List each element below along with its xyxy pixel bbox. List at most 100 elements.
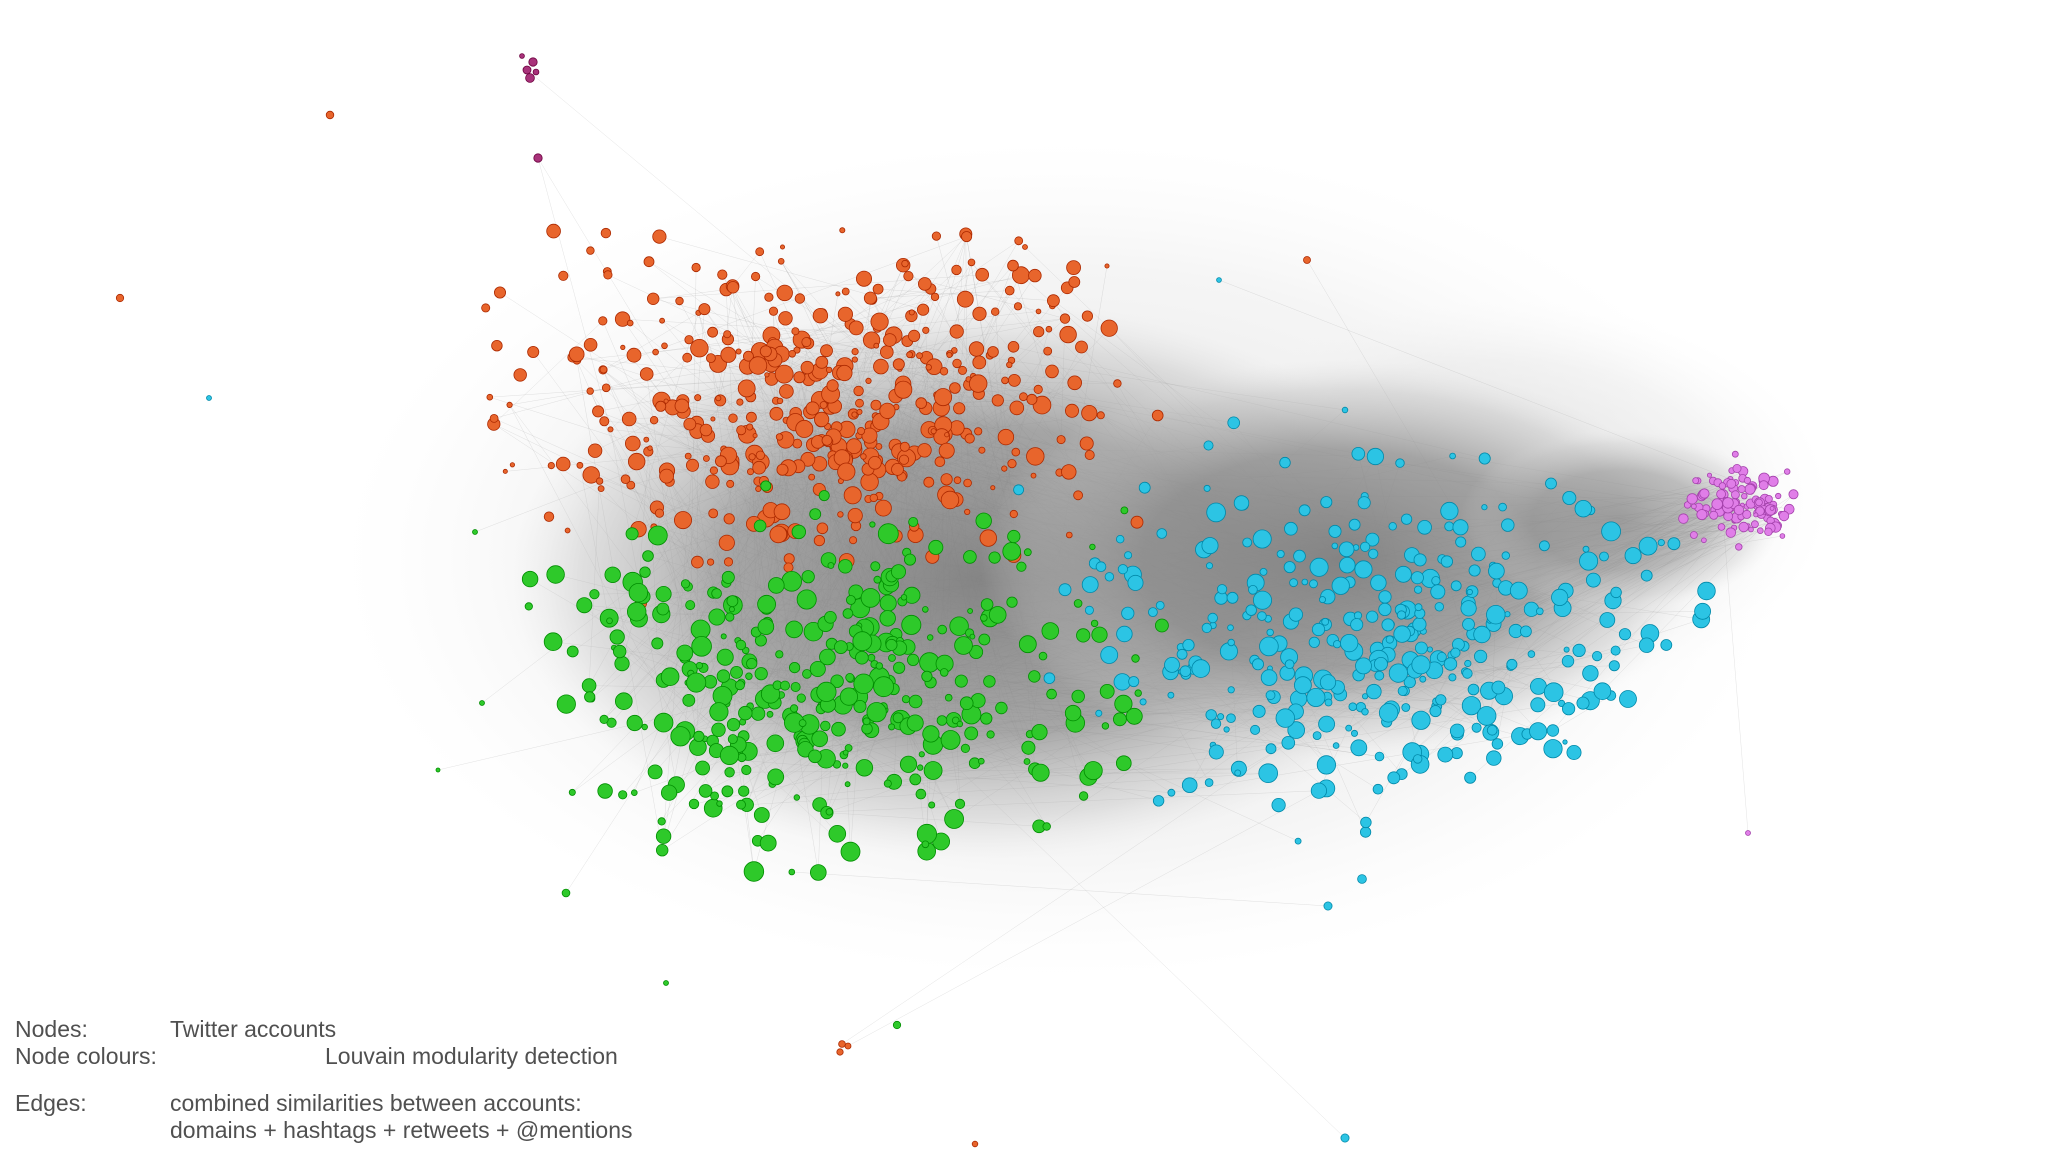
graph-node (566, 645, 579, 658)
graph-node (906, 351, 913, 359)
graph-node (785, 620, 803, 639)
graph-node (723, 330, 732, 339)
graph-node (726, 717, 741, 732)
graph-node (903, 270, 914, 282)
graph-node (819, 401, 828, 409)
graph-node (809, 864, 827, 881)
graph-node (720, 346, 737, 363)
graph-node (963, 550, 977, 564)
graph-node (743, 861, 765, 882)
graph-node (1471, 546, 1486, 562)
graph-node (1099, 684, 1115, 699)
graph-node (1520, 625, 1532, 638)
graph-node (670, 726, 691, 747)
graph-node (1323, 901, 1333, 911)
graph-node (1351, 446, 1366, 461)
graph-node (726, 281, 740, 294)
graph-node (1319, 596, 1327, 604)
graph-node (778, 311, 793, 326)
graph-node (863, 291, 877, 305)
graph-node (710, 791, 719, 801)
graph-node (766, 734, 785, 753)
graph-node (870, 561, 881, 572)
graph-node (916, 303, 930, 316)
graph-node (1284, 521, 1298, 536)
graph-node (883, 779, 892, 788)
graph-node (1276, 550, 1285, 559)
graph-node (922, 725, 940, 743)
graph-node (1245, 604, 1257, 616)
graph-node (865, 377, 872, 384)
graph-node (1031, 723, 1048, 741)
graph-node (1043, 346, 1053, 356)
legend-nodes-key: Nodes: (15, 1016, 88, 1042)
graph-node (706, 353, 716, 364)
graph-node (723, 557, 734, 567)
graph-node (892, 712, 904, 724)
graph-node (1128, 676, 1140, 688)
graph-node (1016, 561, 1027, 572)
graph-node (746, 411, 757, 423)
graph-node (1002, 542, 1021, 561)
graph-node (1156, 528, 1168, 539)
graph-node (1203, 484, 1211, 492)
graph-node (716, 669, 731, 683)
graph-node (901, 614, 922, 635)
graph-node (1319, 674, 1337, 691)
graph-node (775, 433, 784, 441)
graph-node (839, 687, 859, 706)
graph-node (660, 667, 680, 686)
graph-node (972, 355, 987, 370)
graph-node (888, 723, 896, 731)
graph-node (844, 1042, 852, 1050)
graph-node (974, 427, 983, 436)
graph-node (1312, 731, 1322, 740)
graph-node (1324, 698, 1333, 707)
graph-node (1066, 531, 1073, 539)
graph-node (1250, 724, 1261, 735)
graph-node (614, 655, 630, 672)
graph-node (1737, 485, 1746, 494)
graph-node (921, 840, 930, 849)
graph-node (898, 454, 910, 465)
graph-node (1120, 506, 1129, 515)
graph-node (481, 303, 491, 313)
graph-node (1638, 536, 1658, 556)
graph-node (1138, 481, 1151, 494)
graph-node (816, 522, 829, 535)
graph-node (599, 416, 610, 427)
graph-node (1226, 713, 1236, 723)
graph-node (843, 486, 862, 505)
graph-node (1366, 447, 1385, 466)
graph-node (736, 799, 746, 810)
graph-node (873, 342, 880, 349)
graph-node (1788, 489, 1799, 500)
graph-node (875, 662, 883, 670)
graph-node (847, 507, 863, 524)
graph-node (944, 809, 964, 829)
graph-node (916, 352, 923, 360)
graph-node (1717, 523, 1726, 531)
graph-node (755, 485, 762, 492)
graph-node (766, 710, 774, 718)
graph-node (904, 553, 917, 566)
graph-node (921, 606, 929, 613)
graph-node (582, 466, 600, 484)
graph-node (851, 411, 858, 418)
graph-node (1081, 404, 1098, 422)
graph-node (991, 307, 1000, 316)
graph-node (1155, 618, 1169, 633)
graph-node (779, 384, 794, 399)
graph-node (760, 480, 772, 492)
graph-node (783, 553, 795, 565)
graph-node (1694, 602, 1711, 620)
graph-node (1435, 694, 1447, 706)
graph-node (1735, 543, 1743, 551)
graph-node (1121, 606, 1135, 620)
graph-node (683, 417, 697, 431)
graph-node (956, 720, 964, 728)
graph-node (1586, 572, 1601, 588)
graph-node (882, 333, 897, 347)
graph-node (979, 529, 998, 547)
graph-node (115, 293, 125, 303)
